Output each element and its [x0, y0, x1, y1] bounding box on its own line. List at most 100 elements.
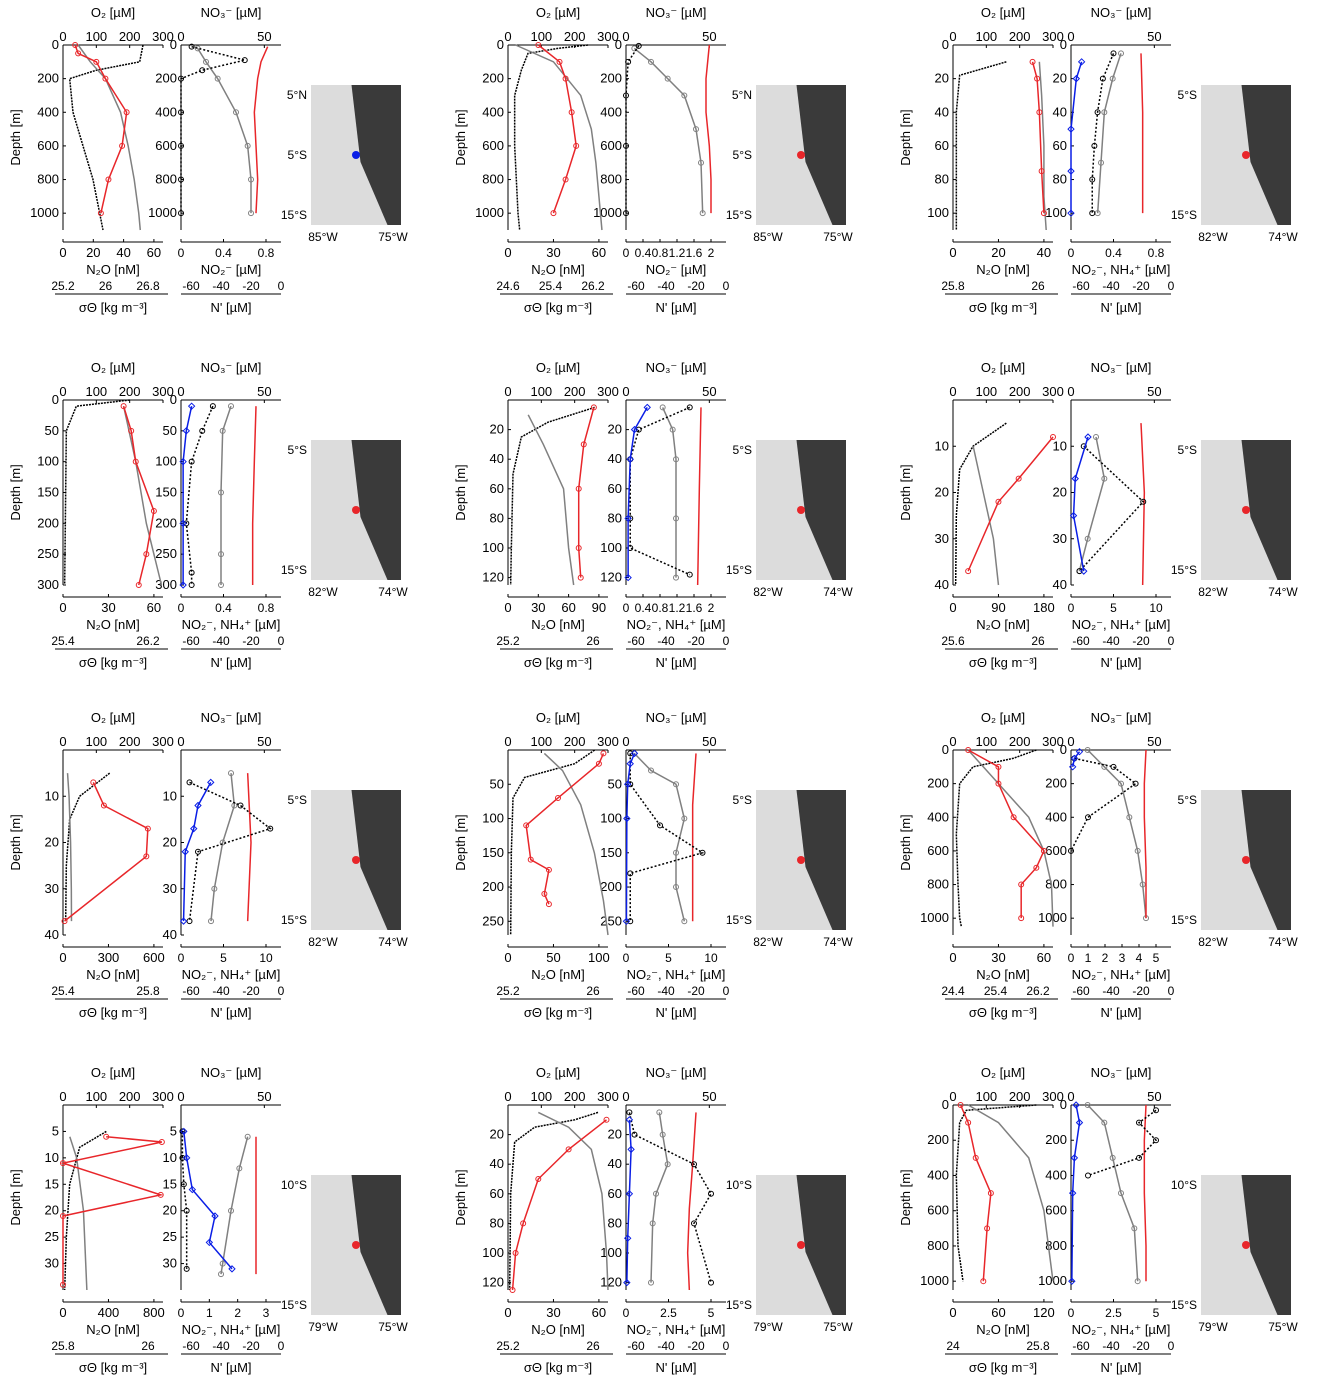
sigma-tick-label: 25.8	[941, 279, 965, 293]
no3-axis-label: NO₃⁻ [µM]	[646, 710, 707, 725]
nprime-profile	[1143, 749, 1147, 919]
map-land	[1241, 1175, 1291, 1315]
n2o-tick-label: 100	[588, 950, 610, 965]
depth-tick-label: 300	[37, 577, 59, 592]
n2o-profile-point	[512, 1250, 519, 1256]
o2-tick-label: 0	[59, 1089, 66, 1104]
depth-tick-label: 60	[490, 1186, 504, 1201]
no3-profile-point	[1084, 535, 1091, 542]
o2-tick-label: 300	[597, 29, 619, 44]
no2-profile-point	[708, 1279, 714, 1286]
o2-tick-label: 200	[1009, 29, 1031, 44]
n2o-profile-point	[105, 176, 112, 183]
o2-tick-label: 200	[119, 1089, 141, 1104]
no3-tick-label: 50	[702, 1089, 716, 1104]
depth-tick-label: 250	[37, 546, 59, 561]
nprime-tick-label: 0	[1168, 984, 1175, 998]
no3-tick-label: 0	[1067, 384, 1074, 399]
o2-tick-label: 100	[530, 734, 552, 749]
nh4-profile-point	[228, 1265, 236, 1273]
no3-profile	[220, 405, 232, 585]
no2-profile-point	[627, 750, 634, 757]
no2-axis-label: NO₂⁻ [µM]	[646, 262, 707, 277]
depth-tick-label: 150	[600, 845, 622, 860]
no2-axis-label: NO₂⁻, NH₄⁺ [µM]	[182, 967, 281, 982]
n2o-profile	[967, 436, 1054, 572]
n2o-profile-point	[573, 142, 580, 149]
depth-tick-label: 600	[600, 138, 622, 153]
no2-tick-label: 4	[1136, 951, 1143, 965]
nprime-tick-label: -20	[687, 279, 705, 293]
no3-profile-point	[219, 1260, 226, 1267]
map-lat-label: 5°N	[732, 88, 752, 102]
map-lon-label: 79°W	[308, 1320, 338, 1334]
depth-tick-label: 200	[600, 71, 622, 86]
no2-profile-point	[623, 142, 629, 149]
n2o-profile-point	[556, 58, 563, 65]
no3-profile-point	[659, 1131, 666, 1138]
depth-tick-label: 30	[163, 1256, 177, 1271]
depth-axis-label: Depth [m]	[453, 464, 468, 520]
map-lat-label: 5°S	[733, 793, 752, 807]
depth-tick-label: 150	[482, 845, 504, 860]
depth-tick-label: 200	[482, 71, 504, 86]
depth-axis-label: Depth [m]	[8, 109, 23, 165]
nprime-tick-label: -40	[212, 1339, 230, 1353]
no2-profile	[188, 781, 272, 922]
no2-axis-label: NO₂⁻, NH₄⁺ [µM]	[182, 617, 281, 632]
nprime-tick-label: -40	[657, 634, 675, 648]
depth-tick-label: 10	[45, 1150, 59, 1165]
n2o-profile-point	[523, 822, 530, 829]
sigma-axis-label: σΘ [kg m⁻³]	[524, 1360, 592, 1375]
nh4-profile-point	[1075, 747, 1084, 756]
depth-tick-label: 80	[935, 172, 949, 187]
no3-profile	[220, 1136, 249, 1275]
o2-profile	[954, 422, 1007, 586]
n2o-tick-label: 90	[991, 600, 1005, 615]
depth-tick-label: 20	[163, 835, 177, 850]
no3-profile-point	[1101, 1119, 1108, 1126]
no2-tick-label: 0.4	[215, 601, 232, 615]
depth-tick-label: 60	[608, 481, 622, 496]
depth-tick-label: 30	[1053, 531, 1067, 546]
n2o-tick-label: 300	[98, 950, 120, 965]
no3-profile-point	[1126, 814, 1133, 821]
n2o-tick-label: 180	[1033, 600, 1055, 615]
o2-axis-label: O₂ [µM]	[91, 360, 135, 375]
n2o-profile-point	[545, 901, 552, 908]
o2-tick-label: 300	[152, 734, 174, 749]
n2o-profile-point	[128, 427, 135, 434]
no3-profile-point	[1134, 1278, 1141, 1285]
nh4-profile-point	[622, 917, 631, 926]
n2o-profile-point	[600, 750, 607, 757]
map-station-marker	[1242, 151, 1250, 159]
n2o-profile	[64, 782, 149, 922]
nprime-axis-label: N' [µM]	[210, 1360, 251, 1375]
no3-profile-point	[208, 918, 214, 925]
n2o-tick-label: 30	[991, 950, 1005, 965]
depth-tick-label: 200	[1045, 776, 1067, 791]
n2o-profile-point	[568, 109, 575, 116]
no2-profile-point	[623, 210, 629, 217]
nh4-profile-point	[182, 427, 191, 435]
no2-axis-label: NO₂⁻, NH₄⁺ [µM]	[627, 1322, 726, 1337]
map-lon-label: 74°W	[823, 935, 853, 949]
no3-profile	[210, 773, 236, 922]
no2-tick-label: 0	[1068, 601, 1075, 615]
nh4-profile-point	[1071, 474, 1079, 483]
depth-tick-label: 0	[1060, 742, 1067, 757]
no3-profile	[633, 47, 704, 214]
no2-tick-label: 0	[623, 246, 630, 260]
no3-profile-point	[681, 92, 688, 99]
depth-tick-label: 60	[935, 138, 949, 153]
no2-profile	[180, 45, 245, 214]
sigma-tick-label: 26.2	[581, 279, 605, 293]
sigma-tick-label: 24.6	[496, 279, 520, 293]
nprime-profile	[1140, 423, 1146, 586]
nprime-tick-label: 0	[278, 279, 285, 293]
depth-tick-label: 0	[170, 37, 177, 52]
depth-tick-label: 0	[170, 392, 177, 407]
axes-box	[1071, 45, 1171, 230]
no3-profile-point	[211, 885, 218, 892]
no2-tick-label: 5	[1110, 601, 1117, 615]
